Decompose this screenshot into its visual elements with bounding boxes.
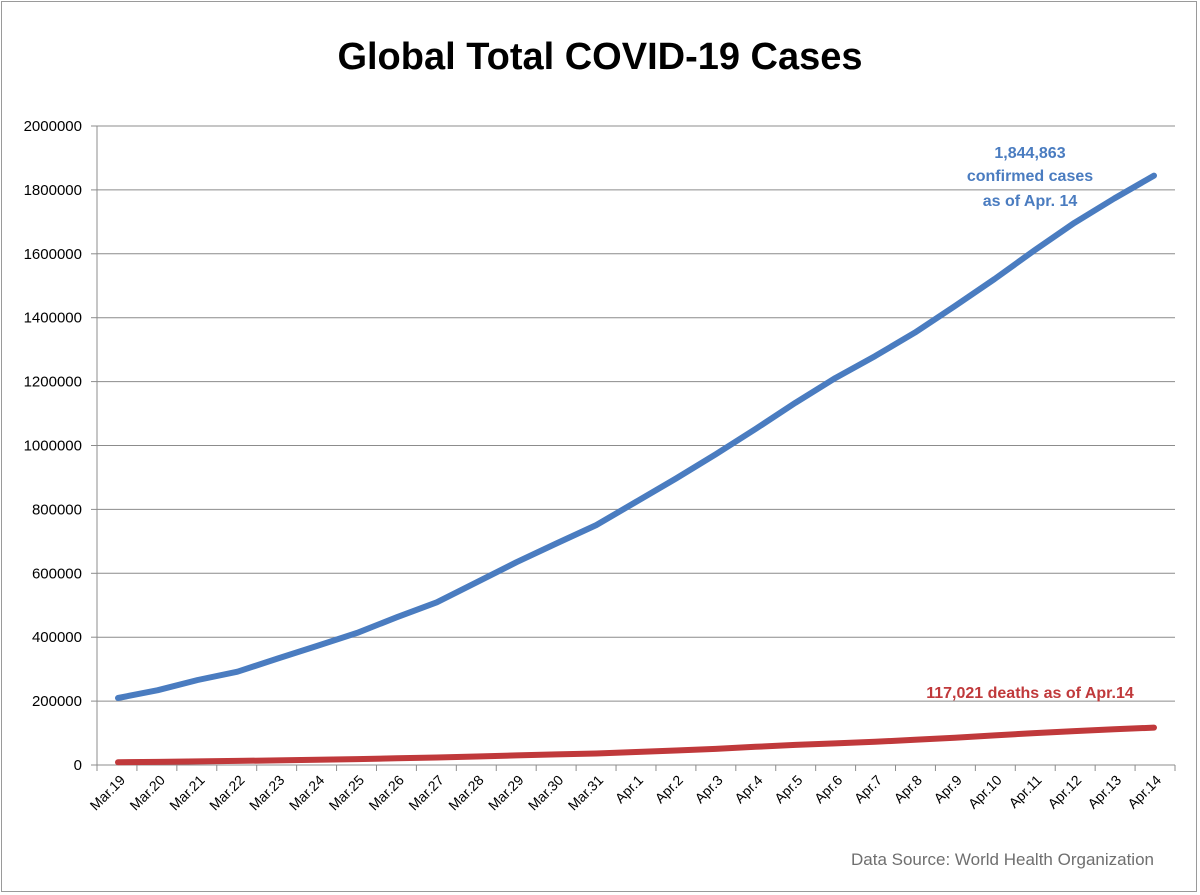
gridlines (97, 125, 1175, 702)
y-tick-label: 1600000 (24, 246, 82, 263)
x-tick-label: Apr.12 (1044, 772, 1084, 812)
annotations: 1,844,863 confirmed cases as of Apr. 14 … (926, 145, 1134, 702)
x-tick-label: Apr.2 (652, 772, 687, 807)
cases-annotation-line2: confirmed cases (967, 168, 1093, 185)
y-tick-label: 2000000 (24, 118, 82, 135)
x-tick-label: Mar.30 (525, 772, 567, 814)
y-tick-label: 1200000 (24, 374, 82, 391)
cases-annotation-line3: as of Apr. 14 (983, 193, 1078, 210)
x-tick-label: Apr.14 (1124, 772, 1164, 812)
x-tick-label: Mar.24 (286, 772, 328, 814)
x-tick-label: Mar.27 (405, 772, 447, 814)
y-tick-label: 0 (74, 757, 82, 774)
y-tick-label: 200000 (32, 693, 82, 710)
x-tick-label: Apr.9 (930, 772, 965, 807)
series-line-0 (115, 172, 1157, 701)
x-tick-label: Mar.28 (445, 772, 487, 814)
x-tick-label: Mar.26 (365, 772, 407, 814)
chart-title: Global Total COVID-19 Cases (337, 36, 863, 78)
data-source-note: Data Source: World Health Organization (850, 850, 1154, 869)
x-tick-label: Mar.22 (206, 772, 248, 814)
y-tick-labels: 0 200000 400000 600000 800000 1000000 1200000 1… (24, 118, 82, 774)
x-tick-label: Mar.29 (485, 772, 527, 814)
x-tick-label: Apr.3 (691, 772, 726, 807)
x-tick-label: Mar.21 (166, 772, 208, 814)
x-tick-label: Apr.11 (1005, 772, 1044, 811)
x-tick-label: Mar.20 (126, 772, 168, 814)
x-tick-label: Mar.19 (87, 772, 129, 814)
x-tick-label: Apr.1 (612, 772, 647, 807)
x-tick-label: Mar.25 (326, 772, 368, 814)
x-tick-label: Mar.31 (565, 772, 607, 814)
x-tick-label: Apr.5 (771, 772, 806, 807)
axes (91, 125, 1176, 771)
y-tick-label: 1000000 (24, 438, 82, 455)
y-tick-label: 1800000 (24, 182, 82, 199)
x-tick-label: Mar.23 (246, 772, 288, 814)
x-tick-label: Apr.13 (1084, 772, 1124, 812)
deaths-annotation: 117,021 deaths as of Apr.14 (926, 685, 1134, 702)
y-tick-label: 1400000 (24, 310, 82, 327)
x-tick-label: Apr.8 (891, 772, 926, 807)
y-tick-label: 800000 (32, 501, 82, 518)
x-tick-label: Apr.7 (851, 772, 886, 807)
x-tick-label: Apr.6 (811, 772, 846, 807)
x-tick-labels: Mar.19Mar.20Mar.21Mar.22Mar.23Mar.24Mar.… (87, 772, 1165, 814)
x-tick-label: Apr.10 (965, 772, 1005, 812)
cases-annotation-line1: 1,844,863 (994, 145, 1065, 162)
series-lines (115, 172, 1157, 766)
y-tick-label: 400000 (32, 629, 82, 646)
series-line-1 (115, 724, 1157, 766)
y-tick-label: 600000 (32, 565, 82, 582)
x-tick-label: Apr.4 (731, 772, 766, 807)
